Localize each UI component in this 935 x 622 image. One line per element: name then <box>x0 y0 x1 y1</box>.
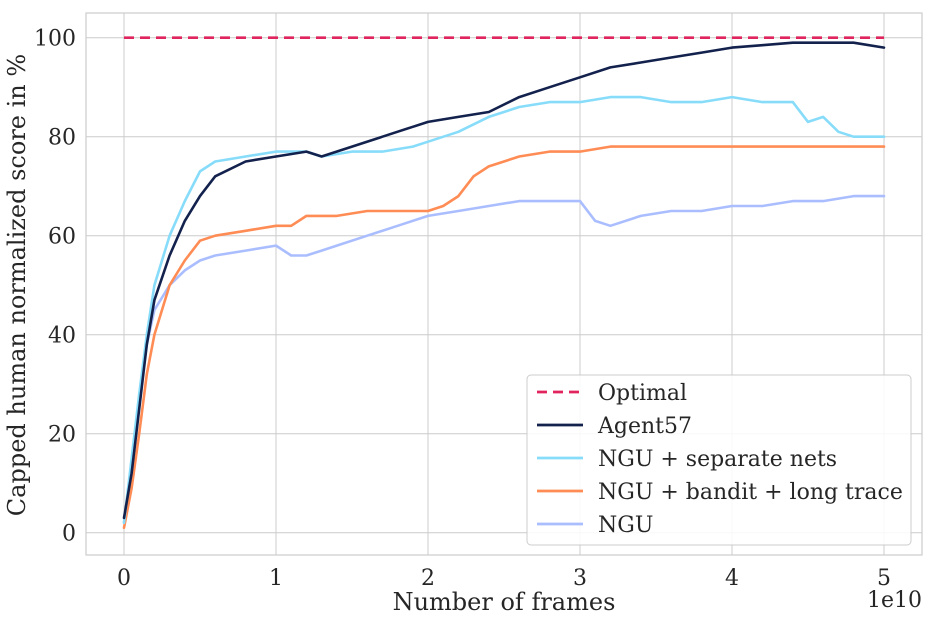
legend-label: NGU <box>598 513 653 538</box>
legend-box <box>526 374 912 546</box>
series-line-ngu <box>122 194 886 525</box>
y-tick-label: 60 <box>48 225 76 250</box>
legend: Optimal Agent57 NGU + separate nets NGU + b… <box>526 374 912 546</box>
series-lines <box>122 36 886 530</box>
y-tick-label: 20 <box>48 423 76 448</box>
y-tick-label: 80 <box>48 126 76 151</box>
x-tick-label: 4 <box>725 566 739 591</box>
series-line-ngu-bandit-long-trace <box>122 145 886 530</box>
tick-labels: 0 1 2 3 4 5 0 20 40 60 80 100 <box>34 27 891 591</box>
legend-label: Agent57 <box>597 414 692 439</box>
y-tick-label: 100 <box>34 27 76 52</box>
y-tick-label: 40 <box>48 324 76 349</box>
x-axis-scale-label: 1e10 <box>867 588 922 613</box>
x-tick-label: 0 <box>117 566 131 591</box>
legend-label: Optimal <box>598 381 687 406</box>
legend-label: NGU + separate nets <box>598 447 837 472</box>
plot-area-frame <box>85 12 923 556</box>
x-tick-label: 5 <box>877 566 891 591</box>
series-line-ngu-separate-nets <box>122 95 886 525</box>
x-tick-label: 1 <box>269 566 283 591</box>
y-tick-label: 0 <box>62 522 76 547</box>
y-axis-label: Capped human normalized score in % <box>3 54 31 516</box>
x-axis-label: Number of frames <box>393 588 616 616</box>
x-tick-label: 2 <box>421 566 435 591</box>
series-line-agent57 <box>122 41 886 520</box>
legend-label: NGU + bandit + long trace <box>598 480 903 505</box>
x-tick-label: 3 <box>573 566 587 591</box>
